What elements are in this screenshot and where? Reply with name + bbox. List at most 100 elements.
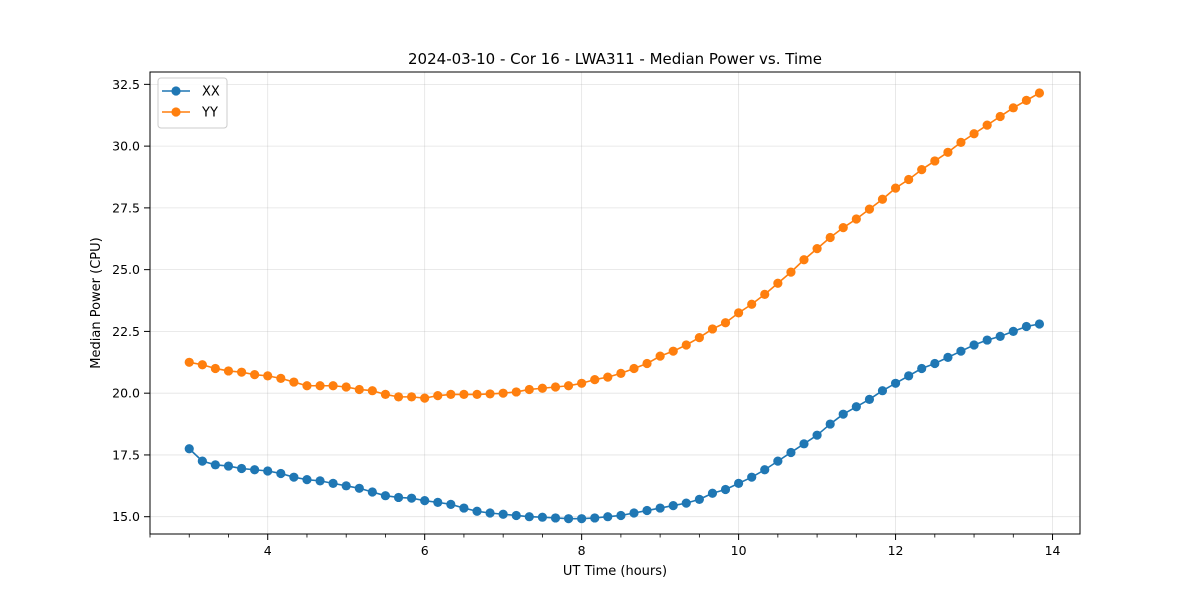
data-point-yy [655,351,665,361]
data-point-xx [420,496,430,506]
data-point-xx [1034,319,1045,329]
data-point-xx [210,460,220,470]
y-tick-label: 22.5 [112,324,140,339]
data-point-xx [197,456,207,466]
data-point-xx [982,335,992,345]
data-point-yy [472,389,482,400]
data-point-xx [498,509,508,519]
data-point-yy [694,332,704,343]
legend: XX YY [157,77,228,129]
data-point-xx [367,487,377,497]
data-point-xx [707,488,718,498]
data-point-yy [498,388,508,398]
data-point-yy [1008,103,1018,113]
chart-title: 2024-03-10 - Cor 16 - LWA311 - Median Po… [408,50,822,68]
data-point-yy [263,371,273,381]
data-point-xx [877,386,888,396]
data-point-xx [472,506,482,516]
y-tick-label: 32.5 [112,77,140,92]
data-point-xx [930,358,940,369]
data-point-xx [393,492,404,503]
data-point-yy [707,324,718,334]
x-axis-label: UT Time (hours) [563,564,667,579]
data-point-yy [302,381,312,391]
data-point-yy [995,111,1005,122]
legend-marker-xx [171,86,181,96]
legend-entry-yy: YY [162,106,218,121]
data-point-xx [904,371,914,381]
data-point-yy [877,194,888,204]
data-point-yy [446,389,456,400]
data-point-xx [524,512,534,522]
data-point-xx [590,513,600,523]
data-point-xx [250,465,260,475]
series-xx [184,319,1045,524]
data-point-yy [969,129,979,139]
data-point-yy [956,137,966,148]
data-point-xx [1021,321,1031,332]
axes-frame [149,71,1081,535]
data-point-xx [799,439,809,449]
data-point-yy [236,367,247,377]
data-point-yy [734,308,744,318]
data-point-yy [642,358,652,369]
data-point-xx [969,340,979,350]
y-tick-label: 17.5 [112,447,140,462]
data-point-xx [943,352,953,362]
data-point-xx [563,514,574,524]
x-tick-label: 4 [264,543,272,558]
data-point-yy [289,377,299,387]
x-tick-label: 10 [731,543,747,558]
data-point-yy [825,232,835,243]
data-point-yy [1021,95,1031,106]
data-point-yy [799,255,809,265]
data-point-yy [629,363,639,374]
data-point-yy [250,370,260,380]
data-point-yy [511,387,521,397]
data-point-xx [629,508,639,518]
data-point-xx [838,409,848,419]
x-tick-label: 12 [888,543,904,558]
data-point-xx [917,363,927,374]
data-point-yy [485,389,495,399]
data-point-xx [603,512,613,522]
data-point-xx [734,478,744,488]
data-point-xx [747,472,757,482]
legend-label-xx: XX [202,85,220,100]
data-point-xx [511,510,521,521]
data-point-yy [930,156,940,166]
legend-label-yy: YY [201,106,218,121]
x-tick-label: 6 [421,543,429,558]
data-point-yy [747,299,757,309]
data-point-yy [904,174,914,185]
data-point-xx [263,466,273,476]
data-point-xx [328,478,338,488]
data-point-xx [289,472,299,482]
data-point-yy [197,360,207,370]
data-point-xx [406,493,417,503]
legend-entry-xx: XX [162,85,220,100]
data-point-xx [760,465,770,475]
data-point-yy [459,389,469,400]
data-point-xx [773,456,783,466]
data-point-yy [668,346,678,356]
data-point-yy [380,389,391,400]
data-point-xx [236,463,247,474]
data-point-yy [328,381,338,391]
data-point-yy [406,392,417,402]
data-point-yy [354,384,364,395]
data-point-xx [184,444,194,454]
data-point-xx [446,499,456,509]
data-point-yy [603,372,613,382]
data-point-xx [315,476,325,486]
data-point-xx [786,447,796,458]
y-tick-label: 27.5 [112,200,140,215]
data-point-xx [812,430,822,440]
data-point-yy [210,363,220,374]
data-point-xx [433,497,443,507]
x-tick-label: 14 [1045,543,1061,558]
data-point-yy [864,204,875,214]
data-point-xx [825,419,835,429]
data-point-xx [864,394,875,404]
data-point-xx [851,402,861,412]
